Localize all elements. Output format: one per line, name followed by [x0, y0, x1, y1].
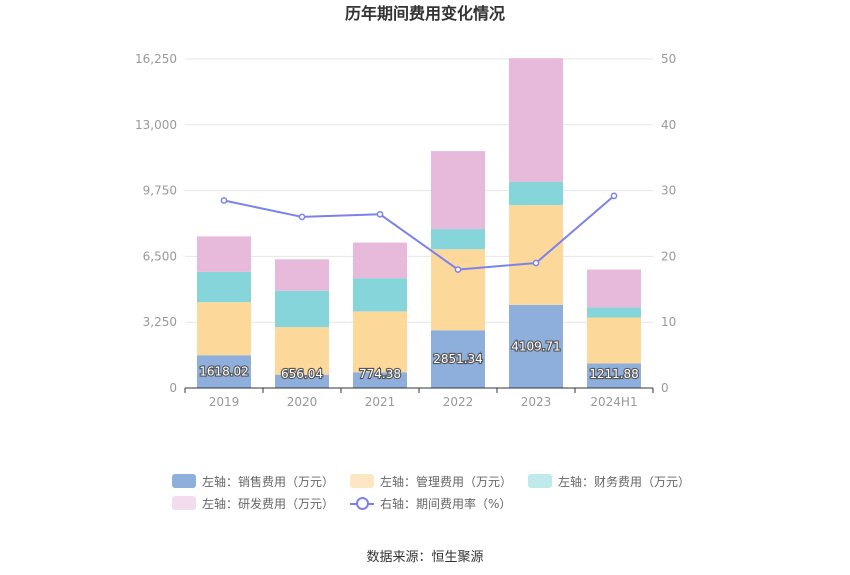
y-right-tick-label: 50	[661, 52, 676, 66]
x-tick-label: 2024H1	[590, 395, 637, 409]
bar-finance-2019	[197, 271, 251, 303]
rate-point-2023	[532, 259, 540, 267]
legend-item-admin[interactable]: 左轴：管理费用（万元）	[350, 473, 512, 490]
bar-finance-2022	[431, 229, 485, 250]
bar-admin-2020	[275, 327, 329, 375]
rate-point-2022	[454, 266, 462, 273]
y-right-tick-label: 10	[661, 315, 676, 329]
legend-swatch-sales	[172, 474, 196, 488]
bar-sales-2023	[509, 304, 563, 388]
legend-item-sales[interactable]: 左轴：销售费用（万元）	[172, 473, 334, 490]
grid	[185, 58, 653, 323]
legend-row-2: 左轴：研发费用（万元） 右轴：期间费用率（%）	[172, 492, 692, 514]
legend-item-rate[interactable]: 右轴：期间费用率（%）	[350, 495, 511, 512]
data-label-sales: 4109.71	[511, 339, 561, 353]
data-label-sales: 1211.88	[589, 367, 639, 381]
bar-rnd-2022	[431, 151, 485, 230]
y-right-tick-label: 0	[661, 381, 669, 395]
source-note: 数据来源：恒生聚源	[366, 550, 484, 565]
bar-sales-2021	[353, 372, 407, 388]
data-label-sales: 1618.02	[199, 365, 249, 379]
rate-point-2021	[376, 210, 384, 218]
bar-rnd-2020	[275, 259, 329, 291]
y-left-tick-label: 6,500	[143, 249, 177, 263]
bar-sales-2022	[431, 330, 485, 388]
rate-point-2020	[298, 213, 306, 221]
legend-label-sales: 左轴：销售费用（万元）	[202, 474, 335, 489]
bar-admin-2021	[353, 311, 407, 373]
legend-swatch-admin	[350, 474, 375, 488]
data-label-sales: 656.04	[281, 367, 323, 381]
legend-label-rnd: 左轴：研发费用（万元）	[202, 496, 335, 511]
bar-rnd-2023	[509, 58, 563, 182]
x-tick-label: 2019	[209, 395, 240, 409]
bar-rnd-2019	[197, 236, 251, 272]
bar-finance-2024H1	[587, 307, 641, 318]
legend-item-rnd[interactable]: 左轴：研发费用（万元）	[172, 495, 334, 512]
legend-row-1: 左轴：销售费用（万元） 左轴：管理费用（万元） 左轴：财务费用（万元）	[172, 470, 692, 492]
bar-sales-2024H1	[587, 363, 641, 388]
legend-label-rate: 右轴：期间费用率（%）	[380, 496, 512, 511]
x-tick-label: 2023	[521, 395, 552, 409]
legend-line-rate	[350, 496, 375, 510]
bar-admin-2024H1	[587, 317, 641, 364]
rate-line-path	[223, 195, 615, 271]
bar-admin-2019	[197, 302, 251, 356]
legend-swatch-rnd	[172, 496, 196, 510]
axes: 0 3,250 6,500 9,750 13,000 16,250 0 10 20 30 40 50 2…	[135, 52, 676, 409]
x-tick-label: 2020	[287, 395, 318, 409]
bar-sales-2020	[275, 374, 329, 388]
x-tick-label: 2022	[443, 395, 474, 409]
bar-admin-2023	[509, 205, 563, 305]
rate-line	[220, 192, 618, 273]
y-left-tick-label: 16,250	[135, 52, 177, 66]
bar-finance-2021	[353, 278, 407, 312]
data-label-sales: 774.38	[359, 367, 401, 381]
y-right-tick-label: 40	[661, 118, 676, 132]
y-left-tick-label: 3,250	[143, 315, 177, 329]
bar-admin-2022	[431, 249, 485, 331]
data-labels: 1618.02 656.04 774.38 2851.34 4109.71 1211.88	[198, 338, 640, 382]
legend: 左轴：销售费用（万元） 左轴：管理费用（万元） 左轴：财务费用（万元） 左轴：研…	[172, 470, 692, 514]
rate-point-2024H1	[610, 192, 618, 200]
bar-finance-2020	[275, 290, 329, 328]
y-left-tick-label: 13,000	[135, 118, 177, 132]
rate-point-2019	[220, 197, 228, 204]
y-right-tick-label: 20	[661, 249, 676, 263]
chart-title: 历年期间费用变化情况	[345, 4, 505, 23]
bar-finance-2023	[509, 181, 563, 206]
data-label-sales: 2851.34	[433, 352, 483, 366]
y-left-tick-label: 0	[169, 381, 177, 395]
legend-item-finance[interactable]: 左轴：财务费用（万元）	[528, 473, 690, 490]
bar-sales-2019	[197, 355, 251, 388]
y-right-tick-label: 30	[661, 184, 676, 198]
legend-swatch-finance	[528, 474, 553, 488]
bar-rnd-2024H1	[587, 269, 641, 308]
bars	[197, 58, 641, 388]
legend-label-finance: 左轴：财务费用（万元）	[558, 474, 691, 489]
bar-rnd-2021	[353, 242, 407, 279]
x-tick-label: 2021	[365, 395, 396, 409]
legend-label-admin: 左轴：管理费用（万元）	[380, 474, 513, 489]
y-left-tick-label: 9,750	[143, 184, 177, 198]
